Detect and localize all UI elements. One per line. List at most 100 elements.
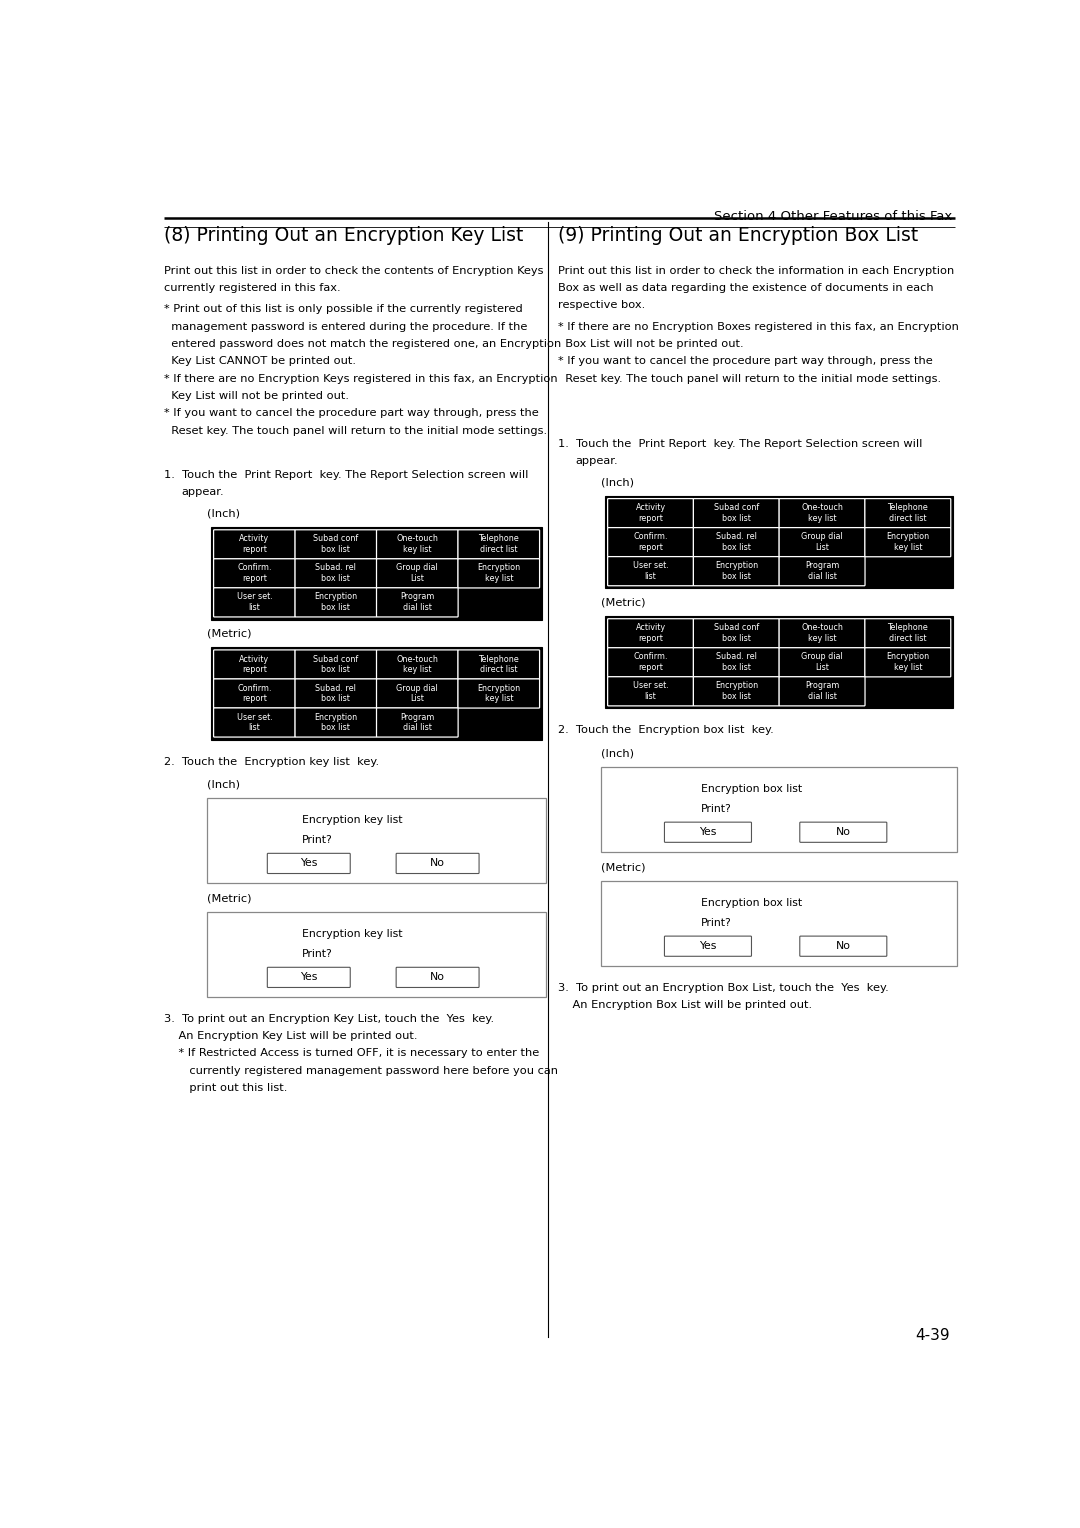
Text: Telephone
direct list: Telephone direct list <box>888 503 928 523</box>
Text: Encryption
box list: Encryption box list <box>314 712 357 732</box>
Text: User set.
list: User set. list <box>237 593 272 613</box>
FancyBboxPatch shape <box>693 527 780 556</box>
Bar <box>207 798 546 883</box>
Text: No: No <box>836 827 851 837</box>
Text: (Inch): (Inch) <box>207 779 240 790</box>
Text: Program
dial list: Program dial list <box>805 681 839 701</box>
FancyBboxPatch shape <box>608 556 693 585</box>
Text: * If Restricted Access is turned OFF, it is necessary to enter the: * If Restricted Access is turned OFF, it… <box>164 1048 540 1059</box>
Text: Encryption box list: Encryption box list <box>701 898 802 908</box>
Text: Encryption box list: Encryption box list <box>701 784 802 795</box>
Text: (Inch): (Inch) <box>602 477 634 487</box>
Text: Print out this list in order to check the information in each Encryption: Print out this list in order to check th… <box>558 266 955 275</box>
FancyBboxPatch shape <box>214 588 295 617</box>
Text: Telephone
direct list: Telephone direct list <box>888 623 928 643</box>
Text: Yes: Yes <box>300 972 318 983</box>
FancyBboxPatch shape <box>268 967 350 987</box>
FancyBboxPatch shape <box>268 853 350 874</box>
Text: Key List CANNOT be printed out.: Key List CANNOT be printed out. <box>164 356 356 367</box>
Text: Group dial
List: Group dial List <box>396 683 438 703</box>
Text: Reset key. The touch panel will return to the initial mode settings.: Reset key. The touch panel will return t… <box>164 425 548 435</box>
Text: Encryption
box list: Encryption box list <box>715 681 758 701</box>
Text: Activity
report: Activity report <box>635 503 665 523</box>
Text: Encryption
key list: Encryption key list <box>887 532 930 552</box>
Text: Confirm.
report: Confirm. report <box>238 683 272 703</box>
Text: Print?: Print? <box>701 918 731 927</box>
Text: One-touch
key list: One-touch key list <box>396 654 438 674</box>
Text: Encryption key list: Encryption key list <box>302 814 403 825</box>
Text: Encryption
key list: Encryption key list <box>477 564 521 584</box>
Text: Telephone
direct list: Telephone direct list <box>478 654 519 674</box>
Text: * If you want to cancel the procedure part way through, press the: * If you want to cancel the procedure pa… <box>164 408 539 419</box>
Text: 4-39: 4-39 <box>916 1328 950 1343</box>
Text: currently registered management password here before you can: currently registered management password… <box>164 1065 558 1076</box>
Text: management password is entered during the procedure. If the: management password is entered during th… <box>164 321 528 332</box>
FancyBboxPatch shape <box>779 619 865 648</box>
Text: (8) Printing Out an Encryption Key List: (8) Printing Out an Encryption Key List <box>164 226 524 244</box>
Text: (9) Printing Out an Encryption Box List: (9) Printing Out an Encryption Box List <box>558 226 919 244</box>
FancyBboxPatch shape <box>865 527 950 556</box>
Text: One-touch
key list: One-touch key list <box>801 623 843 643</box>
Text: Yes: Yes <box>699 941 717 952</box>
FancyBboxPatch shape <box>608 677 693 706</box>
FancyBboxPatch shape <box>458 559 540 588</box>
Text: print out this list.: print out this list. <box>164 1083 288 1093</box>
Bar <box>605 616 954 709</box>
Text: Subad. rel
box list: Subad. rel box list <box>716 532 757 552</box>
Text: 1.  Touch the  Print Report  key. The Report Selection screen will: 1. Touch the Print Report key. The Repor… <box>558 439 923 449</box>
FancyBboxPatch shape <box>458 678 540 707</box>
Text: Encryption key list: Encryption key list <box>302 929 403 940</box>
FancyBboxPatch shape <box>396 853 480 874</box>
Bar <box>207 912 546 996</box>
Bar <box>605 497 954 588</box>
Text: Box as well as data regarding the existence of documents in each: Box as well as data regarding the existe… <box>558 283 934 293</box>
FancyBboxPatch shape <box>214 559 295 588</box>
FancyBboxPatch shape <box>377 678 458 707</box>
FancyBboxPatch shape <box>664 937 752 957</box>
Text: Subad conf
box list: Subad conf box list <box>714 623 759 643</box>
Text: User set.
list: User set. list <box>633 561 669 581</box>
Text: (Metric): (Metric) <box>602 597 646 608</box>
Text: respective box.: respective box. <box>558 301 646 310</box>
FancyBboxPatch shape <box>800 822 887 842</box>
Text: An Encryption Box List will be printed out.: An Encryption Box List will be printed o… <box>558 999 812 1010</box>
Text: Yes: Yes <box>300 859 318 868</box>
FancyBboxPatch shape <box>396 967 480 987</box>
Text: Encryption
box list: Encryption box list <box>715 561 758 581</box>
Text: Activity
report: Activity report <box>240 654 269 674</box>
Text: appear.: appear. <box>181 487 225 497</box>
Bar <box>211 648 542 740</box>
FancyBboxPatch shape <box>693 556 780 585</box>
Text: Print?: Print? <box>302 836 333 845</box>
FancyBboxPatch shape <box>779 498 865 527</box>
FancyBboxPatch shape <box>693 498 780 527</box>
FancyBboxPatch shape <box>295 707 377 736</box>
Text: Print out this list in order to check the contents of Encryption Keys: Print out this list in order to check th… <box>164 266 544 275</box>
FancyBboxPatch shape <box>779 527 865 556</box>
FancyBboxPatch shape <box>295 559 377 588</box>
Text: Program
dial list: Program dial list <box>400 593 434 613</box>
Text: 3.  To print out an Encryption Key List, touch the  Yes  key.: 3. To print out an Encryption Key List, … <box>164 1013 495 1024</box>
FancyBboxPatch shape <box>295 649 377 678</box>
FancyBboxPatch shape <box>608 619 693 648</box>
FancyBboxPatch shape <box>865 619 950 648</box>
Text: Subad. rel
box list: Subad. rel box list <box>315 564 356 584</box>
Text: Encryption
key list: Encryption key list <box>887 652 930 672</box>
Text: 3.  To print out an Encryption Box List, touch the  Yes  key.: 3. To print out an Encryption Box List, … <box>558 983 889 993</box>
FancyBboxPatch shape <box>377 707 458 736</box>
Text: User set.
list: User set. list <box>633 681 669 701</box>
Text: User set.
list: User set. list <box>237 712 272 732</box>
Text: Subad conf
box list: Subad conf box list <box>714 503 759 523</box>
Text: Key List will not be printed out.: Key List will not be printed out. <box>164 391 350 400</box>
Text: Reset key. The touch panel will return to the initial mode settings.: Reset key. The touch panel will return t… <box>558 373 942 384</box>
FancyBboxPatch shape <box>779 556 865 585</box>
Text: Subad conf
box list: Subad conf box list <box>313 654 359 674</box>
Text: 2.  Touch the  Encryption box list  key.: 2. Touch the Encryption box list key. <box>558 726 774 735</box>
Text: Subad. rel
box list: Subad. rel box list <box>716 652 757 672</box>
Text: Activity
report: Activity report <box>240 535 269 555</box>
Text: (Metric): (Metric) <box>602 862 646 872</box>
FancyBboxPatch shape <box>214 678 295 707</box>
FancyBboxPatch shape <box>779 648 865 677</box>
Text: Print?: Print? <box>701 804 731 814</box>
Text: Program
dial list: Program dial list <box>805 561 839 581</box>
